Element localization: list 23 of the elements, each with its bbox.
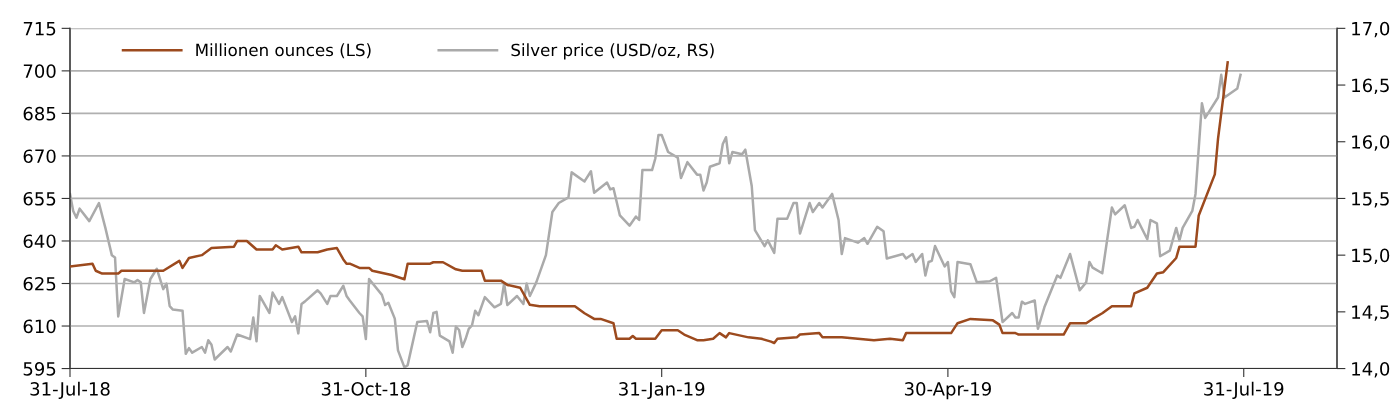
y2-tick-label: 17,0 bbox=[1352, 21, 1390, 38]
x-tick-label: 31-Jul-19 bbox=[1204, 381, 1284, 400]
x-tick-label: 31-Oct-18 bbox=[321, 382, 410, 396]
x-tick-label: 30-Apr-19 bbox=[904, 382, 991, 400]
legend-label: Silver price (USD/oz, RS) bbox=[511, 43, 714, 60]
y-tick-label: 625 bbox=[23, 276, 56, 291]
y2-tick-label: 14,0 bbox=[1352, 362, 1390, 378]
y-tick-label: 685 bbox=[23, 106, 56, 121]
x-tick-label: 31-Jul-18 bbox=[30, 381, 110, 400]
y2-tick-label: 16,5 bbox=[1352, 78, 1389, 95]
y-tick-label: 640 bbox=[23, 234, 56, 249]
y-tick-label: 700 bbox=[23, 64, 56, 78]
y2-tick-label: 15,5 bbox=[1352, 192, 1389, 208]
y-tick-label: 595 bbox=[23, 362, 56, 376]
y-tick-label: 670 bbox=[23, 149, 56, 164]
x-tick-label: 31-Jan-19 bbox=[619, 382, 705, 400]
y2-tick-label: 15,0 bbox=[1352, 248, 1390, 265]
y2-tick-label: 16,0 bbox=[1352, 135, 1390, 151]
y-tick-label: 610 bbox=[23, 319, 56, 334]
y-tick-label: 655 bbox=[23, 191, 56, 206]
legend-label: Millionen ounces (LS) bbox=[196, 43, 371, 59]
y-tick-label: 715 bbox=[23, 22, 56, 36]
y2-tick-label: 14,5 bbox=[1352, 305, 1389, 321]
